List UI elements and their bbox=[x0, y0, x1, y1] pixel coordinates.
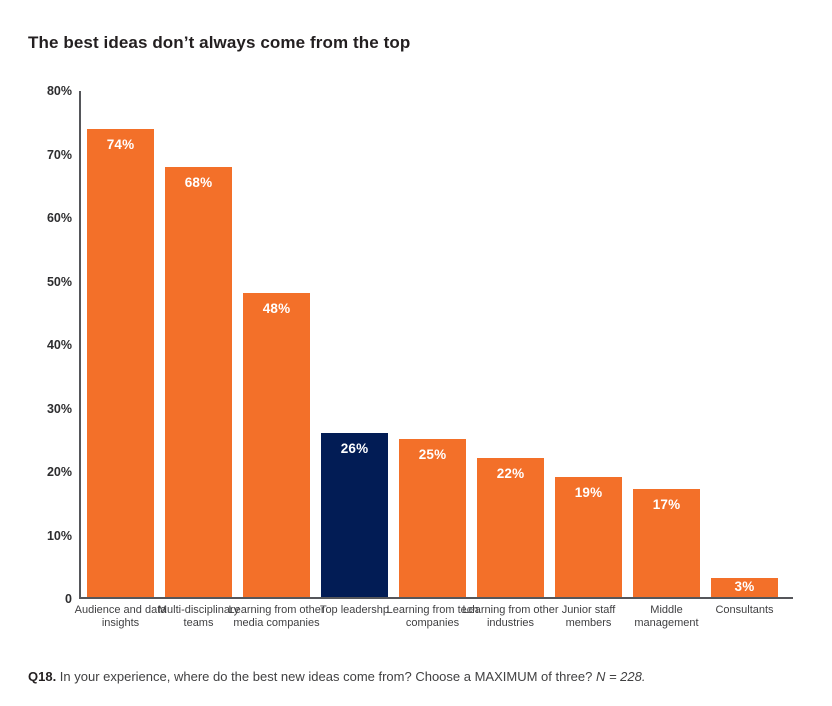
y-tick-label-0: 0 bbox=[65, 592, 72, 606]
x-category-label-text: Learning from tech companies bbox=[386, 604, 479, 629]
plot-area: 80% 70% 60% 50% 40% 30% 20% 10% 0 74% 68% 48% 26% 25… bbox=[47, 84, 793, 629]
y-tick-label-80: 80% bbox=[46, 84, 72, 98]
bar-learning-from-tech-companies: 25% bbox=[399, 438, 466, 597]
caption-sample-size: N = 228. bbox=[595, 669, 646, 684]
x-category-label-text: Middle management bbox=[634, 604, 699, 629]
x-category-label-text: Multi-disciplinary teams bbox=[157, 604, 240, 629]
bar-junior-staff-members: 19% bbox=[555, 476, 622, 597]
x-category-label-text: Audience and data insights bbox=[74, 604, 167, 629]
x-category-label-text: Junior staff members bbox=[561, 604, 616, 629]
x-category-label-learning-from-other-media-companies: Learning from other media companies bbox=[229, 604, 325, 652]
bar-value-label: 19% bbox=[574, 484, 603, 500]
caption-body: In your experience, where do the best ne… bbox=[56, 669, 596, 684]
y-tick-label-30: 30% bbox=[46, 401, 72, 416]
x-category-label-text: Top leadershp bbox=[319, 604, 390, 616]
x-axis-labels: Audience and data insights Multi-discipli… bbox=[75, 604, 778, 652]
bar-value-label: 48% bbox=[262, 301, 291, 317]
bar-consultants: 3% bbox=[711, 578, 778, 597]
y-tick-label-20: 20% bbox=[46, 465, 72, 479]
bar-value-label: 74% bbox=[106, 136, 135, 152]
caption-question-number: Q18. bbox=[28, 669, 57, 684]
bars-container: 74% 68% 48% 26% 25% 22% 19% 17% 3% bbox=[87, 91, 778, 597]
x-category-label-consultants: Consultants bbox=[711, 604, 778, 652]
x-category-label-text: Learning from other industries bbox=[462, 604, 559, 629]
bar-middle-management: 17% bbox=[633, 489, 700, 597]
bar-multi-disciplinary-teams: 68% bbox=[165, 166, 232, 597]
bar-value-label: 3% bbox=[734, 579, 755, 595]
chart-title: The best ideas don’t always come from th… bbox=[28, 33, 411, 52]
x-category-label-text: Learning from other media companies bbox=[228, 604, 325, 629]
y-tick-label-40: 40% bbox=[46, 338, 72, 352]
bar-audience-and-data-insights: 74% bbox=[87, 128, 154, 597]
x-category-label-top-leadershp: Top leadershp bbox=[320, 604, 389, 652]
y-tick-label-10: 10% bbox=[46, 528, 72, 543]
bar-value-label: 26% bbox=[340, 440, 369, 456]
x-category-label-multi-disciplinary-teams: Multi-disciplinary teams bbox=[158, 604, 239, 652]
y-tick-label-70: 70% bbox=[46, 147, 72, 162]
x-category-label-middle-management: Middle management bbox=[633, 604, 700, 652]
bar-value-label: 25% bbox=[418, 446, 447, 462]
x-category-label-learning-from-tech-companies: Learning from tech companies bbox=[387, 604, 479, 652]
x-category-label-text: Consultants bbox=[715, 604, 774, 616]
bar-value-label: 68% bbox=[184, 174, 213, 190]
y-tick-label-50: 50% bbox=[46, 274, 72, 289]
bar-learning-from-other-industries: 22% bbox=[477, 457, 544, 597]
x-category-label-learning-from-other-industries: Learning from other industries bbox=[463, 604, 559, 652]
bar-value-label: 22% bbox=[496, 465, 525, 481]
y-tick-label-60: 60% bbox=[46, 211, 72, 225]
bar-value-label: 17% bbox=[652, 497, 681, 513]
x-category-label-junior-staff-members: Junior staff members bbox=[555, 604, 622, 652]
x-category-label-audience-and-data-insights: Audience and data insights bbox=[75, 604, 167, 652]
bar-top-leadershp: 26% bbox=[321, 432, 388, 597]
bar-learning-from-other-media-companies: 48% bbox=[243, 293, 310, 597]
chart-caption: Q18. In your experience, where do the be… bbox=[28, 669, 645, 684]
